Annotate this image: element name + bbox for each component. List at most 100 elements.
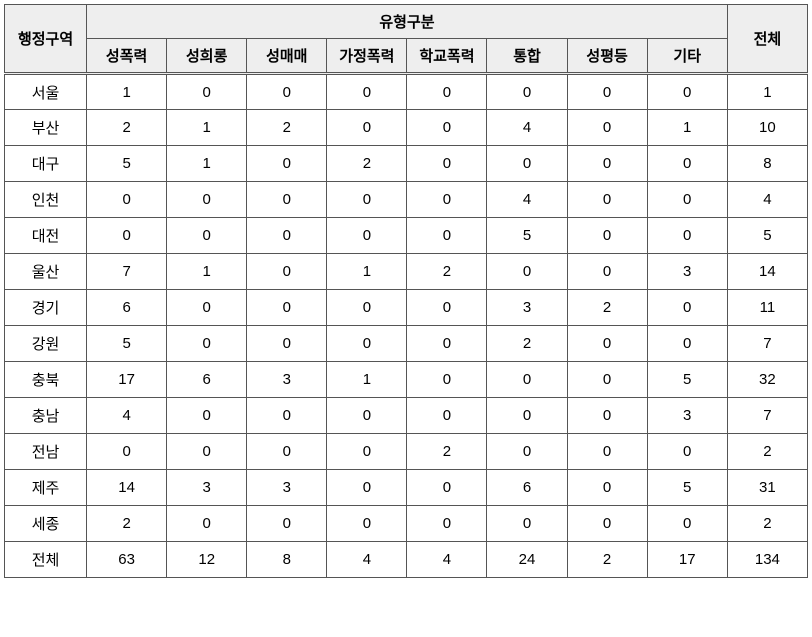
- cell-value: 0: [167, 506, 247, 542]
- cell-value: 0: [647, 434, 727, 470]
- cell-total: 8: [727, 146, 807, 182]
- cell-value: 0: [487, 74, 567, 110]
- cell-value: 0: [567, 146, 647, 182]
- cell-value: 0: [487, 362, 567, 398]
- cell-value: 3: [487, 290, 567, 326]
- cell-value: 0: [247, 254, 327, 290]
- header-sub: 성희롱: [167, 39, 247, 74]
- cell-value: 0: [247, 434, 327, 470]
- cell-value: 0: [327, 110, 407, 146]
- cell-value: 6: [167, 362, 247, 398]
- cell-region: 제주: [5, 470, 87, 506]
- header-sub: 성매매: [247, 39, 327, 74]
- cell-value: 0: [487, 254, 567, 290]
- cell-value: 0: [567, 254, 647, 290]
- cell-region: 부산: [5, 110, 87, 146]
- table-body: 서울100000001부산2120040110대구510200008인천0000…: [5, 74, 808, 578]
- table-row: 세종200000002: [5, 506, 808, 542]
- cell-value: 0: [327, 74, 407, 110]
- cell-value: 0: [407, 326, 487, 362]
- cell-value: 4: [87, 398, 167, 434]
- cell-region: 인천: [5, 182, 87, 218]
- cell-value: 0: [407, 290, 487, 326]
- cell-value: 0: [567, 74, 647, 110]
- header-sub: 성평등: [567, 39, 647, 74]
- cell-value: 0: [487, 398, 567, 434]
- cell-value: 0: [407, 74, 487, 110]
- table-row: 대전000005005: [5, 218, 808, 254]
- cell-value: 0: [487, 434, 567, 470]
- cell-value: 0: [567, 506, 647, 542]
- cell-total: 32: [727, 362, 807, 398]
- cell-value: 0: [567, 218, 647, 254]
- cell-value: 0: [487, 506, 567, 542]
- cell-value: 0: [567, 362, 647, 398]
- cell-region: 전체: [5, 542, 87, 578]
- cell-value: 3: [247, 362, 327, 398]
- cell-value: 2: [487, 326, 567, 362]
- cell-value: 0: [87, 182, 167, 218]
- header-sub: 성폭력: [87, 39, 167, 74]
- cell-value: 2: [247, 110, 327, 146]
- table-row: 충북17631000532: [5, 362, 808, 398]
- cell-value: 1: [327, 362, 407, 398]
- table-row: 전남000020002: [5, 434, 808, 470]
- header-type-group: 유형구분: [87, 5, 728, 39]
- table-row: 전체631284424217134: [5, 542, 808, 578]
- table-row: 강원500002007: [5, 326, 808, 362]
- table-header: 행정구역 유형구분 전체 성폭력 성희롱 성매매 가정폭력 학교폭력 통합 성평…: [5, 5, 808, 74]
- cell-total: 1: [727, 74, 807, 110]
- cell-value: 63: [87, 542, 167, 578]
- table-row: 경기6000032011: [5, 290, 808, 326]
- cell-value: 0: [247, 290, 327, 326]
- table-row: 인천000004004: [5, 182, 808, 218]
- table-row: 제주14330060531: [5, 470, 808, 506]
- table-row: 울산7101200314: [5, 254, 808, 290]
- cell-value: 1: [167, 254, 247, 290]
- cell-value: 1: [167, 110, 247, 146]
- cell-value: 4: [407, 542, 487, 578]
- table-row: 서울100000001: [5, 74, 808, 110]
- cell-value: 3: [647, 254, 727, 290]
- cell-value: 4: [487, 110, 567, 146]
- cell-value: 4: [487, 182, 567, 218]
- cell-value: 0: [167, 74, 247, 110]
- cell-region: 강원: [5, 326, 87, 362]
- cell-value: 2: [407, 434, 487, 470]
- cell-value: 0: [327, 470, 407, 506]
- cell-total: 10: [727, 110, 807, 146]
- cell-value: 0: [567, 434, 647, 470]
- cell-value: 3: [647, 398, 727, 434]
- cell-value: 2: [567, 542, 647, 578]
- cell-value: 1: [167, 146, 247, 182]
- cell-total: 5: [727, 218, 807, 254]
- cell-value: 0: [407, 218, 487, 254]
- header-sub: 학교폭력: [407, 39, 487, 74]
- cell-value: 0: [167, 398, 247, 434]
- header-sub: 가정폭력: [327, 39, 407, 74]
- cell-value: 0: [167, 290, 247, 326]
- cell-value: 3: [167, 470, 247, 506]
- cell-region: 충남: [5, 398, 87, 434]
- cell-value: 0: [407, 506, 487, 542]
- cell-value: 5: [87, 326, 167, 362]
- cell-value: 0: [487, 146, 567, 182]
- cell-value: 5: [487, 218, 567, 254]
- cell-value: 0: [647, 146, 727, 182]
- cell-region: 대구: [5, 146, 87, 182]
- cell-region: 충북: [5, 362, 87, 398]
- cell-total: 31: [727, 470, 807, 506]
- cell-value: 0: [567, 398, 647, 434]
- cell-total: 2: [727, 434, 807, 470]
- cell-region: 경기: [5, 290, 87, 326]
- cell-value: 0: [247, 506, 327, 542]
- header-total: 전체: [727, 5, 807, 74]
- cell-total: 14: [727, 254, 807, 290]
- cell-value: 0: [247, 218, 327, 254]
- cell-value: 0: [167, 326, 247, 362]
- cell-value: 0: [647, 290, 727, 326]
- cell-value: 2: [407, 254, 487, 290]
- cell-value: 0: [247, 398, 327, 434]
- cell-value: 1: [647, 110, 727, 146]
- table-row: 부산2120040110: [5, 110, 808, 146]
